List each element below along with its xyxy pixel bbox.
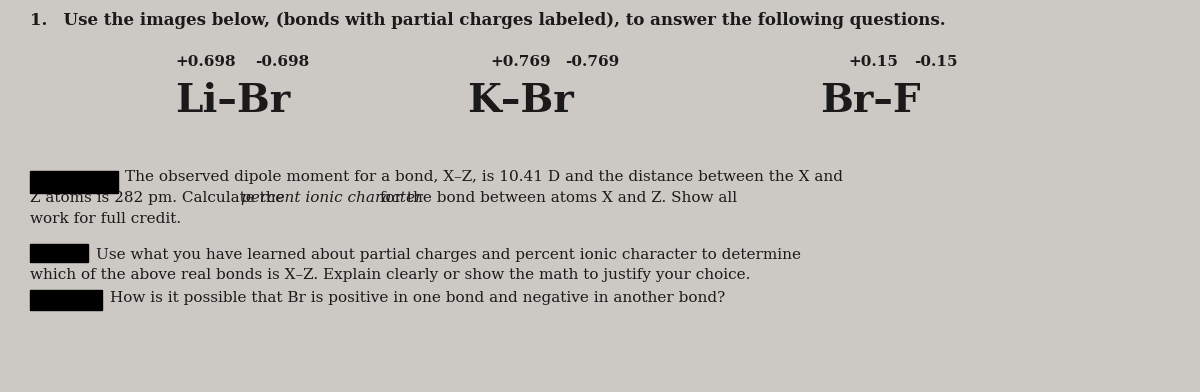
Text: Z atoms is 282 pm. Calculate the: Z atoms is 282 pm. Calculate the (30, 191, 289, 205)
Text: The observed dipole moment for a bond, X–Z, is 10.41 D and the distance between : The observed dipole moment for a bond, X… (125, 170, 842, 184)
Text: K–Br: K–Br (467, 82, 574, 120)
Text: Use the images below, (bonds with partial charges labeled), to answer the follow: Use the images below, (bonds with partia… (52, 12, 946, 29)
Text: -0.15: -0.15 (914, 55, 958, 69)
Text: for the bond between atoms X and Z. Show all: for the bond between atoms X and Z. Show… (376, 191, 737, 205)
Text: +0.15: +0.15 (848, 55, 898, 69)
Bar (30, 290, 102, 310)
Text: How is it possible that Br is positive in one bond and negative in another bond?: How is it possible that Br is positive i… (110, 291, 725, 305)
Bar (30, 244, 88, 262)
Text: +0.698: +0.698 (175, 55, 235, 69)
Text: percent ionic character: percent ionic character (240, 191, 421, 205)
Text: Br–F: Br–F (820, 82, 920, 120)
Text: work for full credit.: work for full credit. (30, 212, 181, 226)
Text: Use what you have learned about partial charges and percent ionic character to d: Use what you have learned about partial … (96, 248, 802, 262)
Text: 1.: 1. (30, 12, 47, 29)
Text: which of the above real bonds is X–Z. Explain clearly or show the math to justif: which of the above real bonds is X–Z. Ex… (30, 268, 750, 282)
Text: Li–Br: Li–Br (175, 82, 290, 120)
Text: +0.769: +0.769 (490, 55, 551, 69)
Text: -0.698: -0.698 (256, 55, 310, 69)
Bar (30, 171, 118, 193)
Text: -0.769: -0.769 (565, 55, 619, 69)
